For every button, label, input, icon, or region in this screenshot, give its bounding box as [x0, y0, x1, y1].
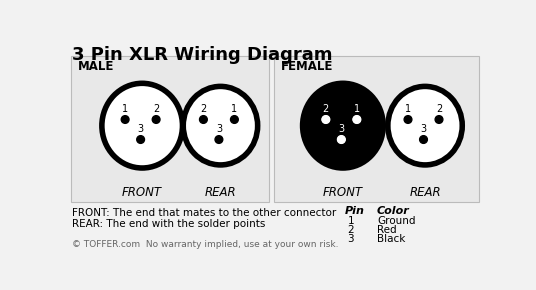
Text: 1: 1 [122, 104, 128, 114]
Text: 2: 2 [347, 225, 354, 235]
Text: Color: Color [377, 206, 410, 216]
Circle shape [322, 116, 330, 123]
Text: © TOFFER.com  No warranty implied, use at your own risk.: © TOFFER.com No warranty implied, use at… [72, 240, 339, 249]
FancyBboxPatch shape [274, 56, 479, 202]
Text: REAR: The end with the solder points: REAR: The end with the solder points [72, 219, 266, 229]
Circle shape [420, 136, 427, 143]
Text: Pin: Pin [345, 206, 364, 216]
Text: Red: Red [377, 225, 397, 235]
Text: FRONT: FRONT [323, 186, 363, 200]
Text: FRONT: FRONT [122, 186, 162, 200]
Circle shape [338, 136, 345, 143]
Ellipse shape [102, 83, 182, 168]
Text: MALE: MALE [78, 60, 114, 73]
Circle shape [215, 136, 223, 143]
Text: 1: 1 [405, 104, 411, 114]
Circle shape [137, 136, 145, 143]
Text: REAR: REAR [410, 186, 441, 200]
Text: 1: 1 [354, 104, 360, 114]
Ellipse shape [183, 86, 258, 165]
Circle shape [404, 116, 412, 123]
Circle shape [353, 116, 361, 123]
Text: FRONT: The end that mates to the other connector: FRONT: The end that mates to the other c… [72, 208, 337, 218]
Text: 1: 1 [232, 104, 237, 114]
FancyBboxPatch shape [71, 56, 269, 202]
Text: Black: Black [377, 234, 405, 244]
Circle shape [152, 116, 160, 123]
Text: 3: 3 [420, 124, 427, 134]
Circle shape [435, 116, 443, 123]
Text: 2: 2 [436, 104, 442, 114]
Text: 3: 3 [216, 124, 222, 134]
Text: 1: 1 [347, 216, 354, 226]
Text: 2: 2 [200, 104, 206, 114]
Circle shape [121, 116, 129, 123]
Text: 3: 3 [138, 124, 144, 134]
Circle shape [199, 116, 207, 123]
Text: REAR: REAR [205, 186, 236, 200]
Text: 3 Pin XLR Wiring Diagram: 3 Pin XLR Wiring Diagram [72, 46, 333, 64]
Text: 2: 2 [153, 104, 159, 114]
Text: Ground: Ground [377, 216, 415, 226]
Circle shape [230, 116, 239, 123]
Text: 3: 3 [338, 124, 345, 134]
Text: FEMALE: FEMALE [281, 60, 333, 73]
Ellipse shape [303, 83, 383, 168]
Text: 3: 3 [347, 234, 354, 244]
Ellipse shape [388, 86, 462, 165]
Text: 2: 2 [323, 104, 329, 114]
